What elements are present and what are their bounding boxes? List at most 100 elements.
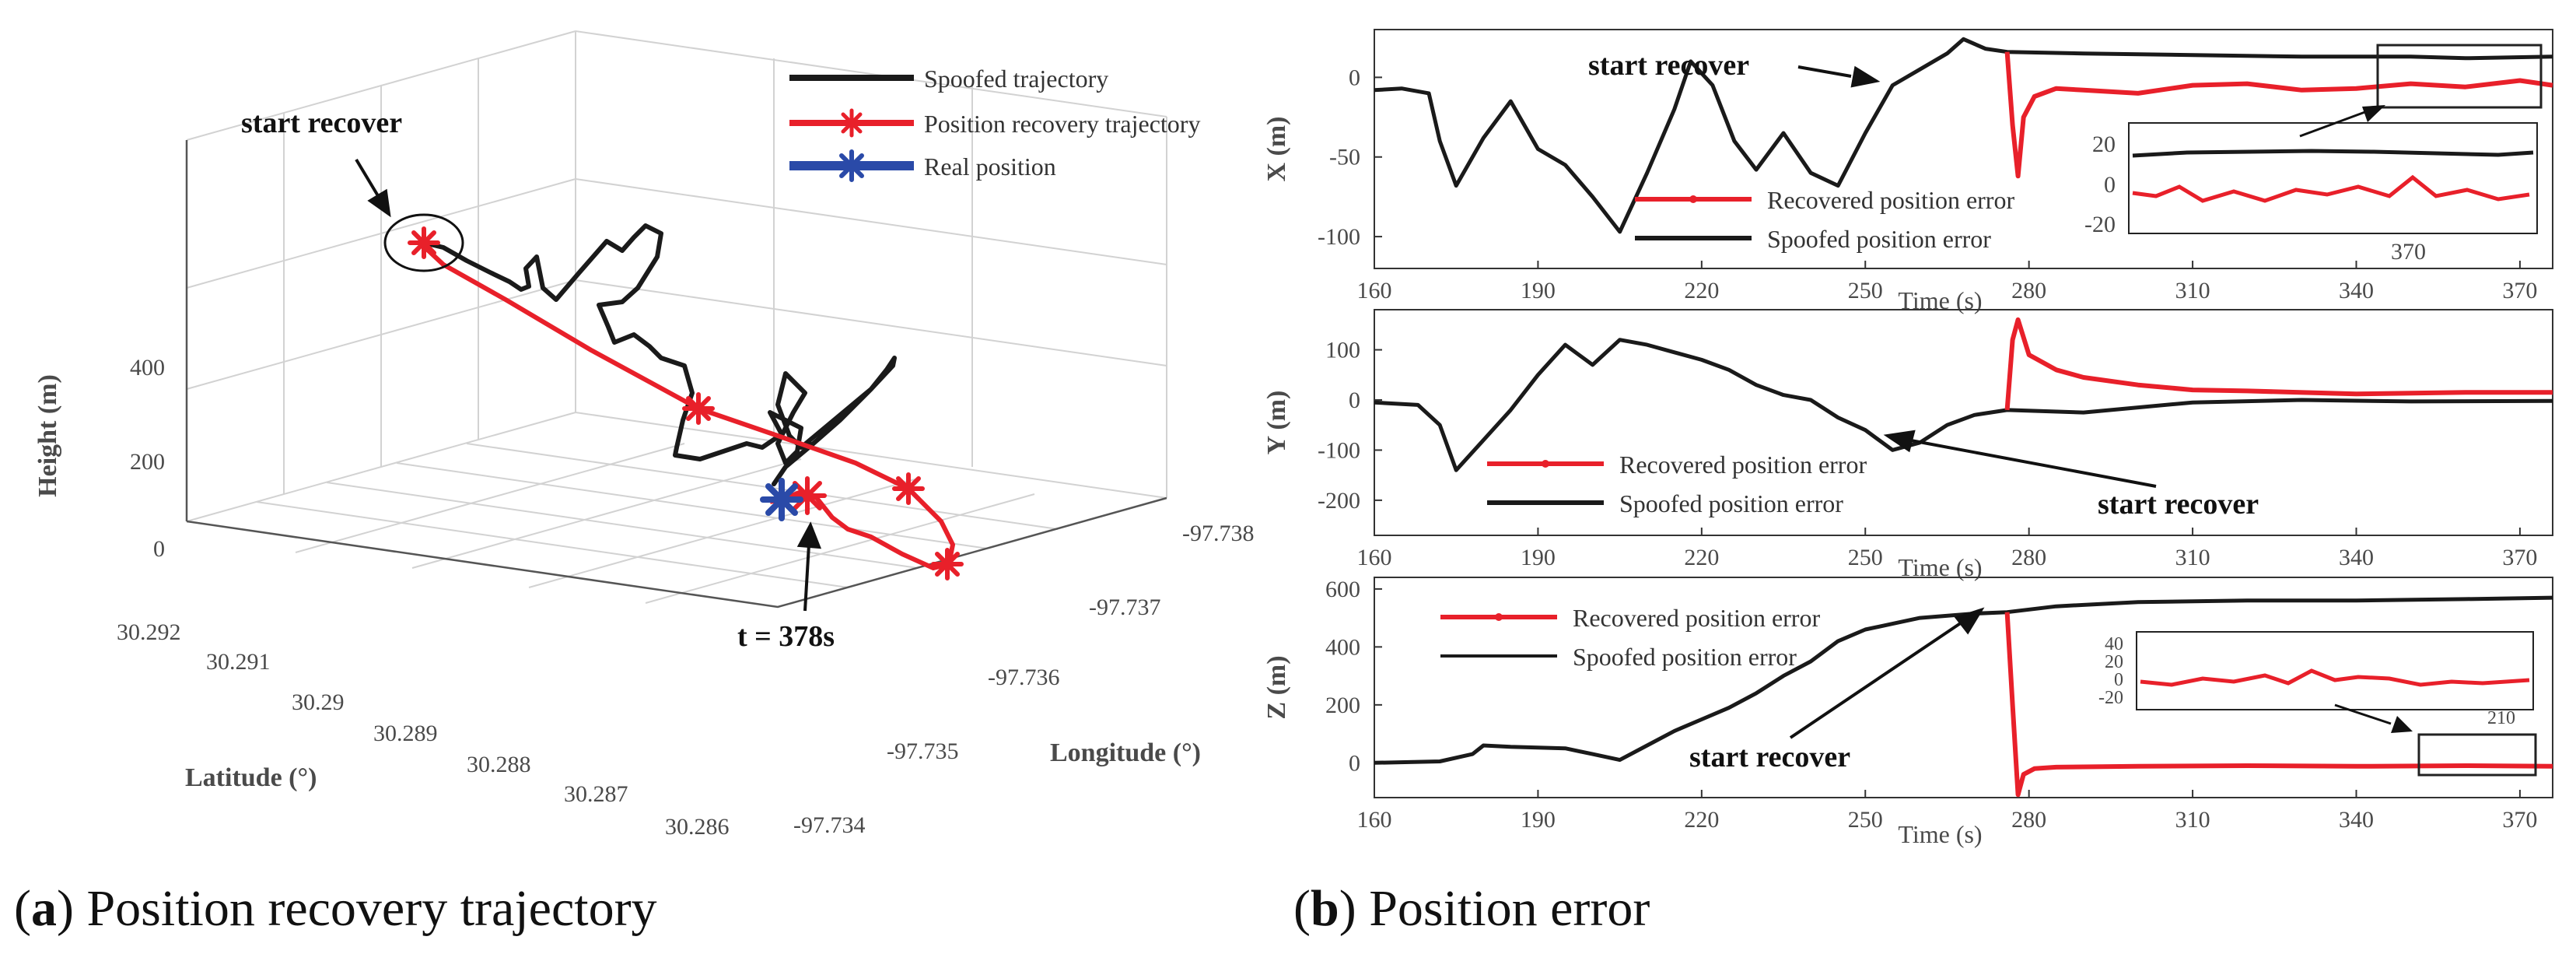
y-legend-recovered: Recovered position error — [1619, 451, 1867, 479]
x-inset: 20 0 -20 370 — [2084, 44, 2543, 265]
y-panel-frame — [1374, 309, 2553, 536]
lat-tick: 30.287 — [564, 781, 628, 807]
chart-a-grid — [186, 30, 1167, 604]
caption-a-text: Position recovery trajectory — [86, 880, 657, 937]
z-inset-xtick: 210 — [2487, 708, 2515, 728]
x-series-recovered — [2004, 51, 2553, 179]
y-start-recover-arrow — [1883, 430, 2157, 488]
z-inset-ytick: 40 — [2105, 634, 2123, 654]
x-xtick: 190 — [1521, 278, 1556, 303]
y-ytick: 100 — [1325, 338, 1360, 363]
y-ytick: -100 — [1318, 437, 1360, 463]
spoofed-trajectory-line — [423, 223, 897, 486]
z-series-recovered — [2004, 612, 2553, 798]
z-ytick: 200 — [1325, 693, 1360, 718]
start-recover-label-a: start recover — [241, 107, 402, 139]
x-xtick: 220 — [1684, 278, 1719, 303]
real-position-marker — [760, 478, 803, 521]
x-series-spoofed — [1374, 37, 2553, 234]
lat-tick: 30.286 — [665, 814, 730, 840]
z-xtick: 280 — [2011, 807, 2046, 833]
z-ytick: 0 — [1349, 750, 1360, 776]
z-xtick: 160 — [1357, 807, 1392, 833]
chart-a-legend: Spoofed trajectory Position recovery tra… — [789, 65, 1200, 182]
caption-a-letter: a — [30, 880, 57, 937]
x-xtick: 310 — [2175, 278, 2210, 303]
x-inset-ytick: -20 — [2084, 212, 2116, 237]
y-series-spoofed — [1374, 338, 2553, 472]
x-inset-ytick: 0 — [2104, 172, 2116, 198]
height-tick: 400 — [130, 355, 165, 381]
z-inset: 40 20 0 -20 210 — [2098, 631, 2537, 777]
x-ytick: -50 — [1329, 145, 1360, 170]
y-xtick: 280 — [2011, 545, 2046, 570]
y-series-recovered — [2004, 317, 2553, 411]
x-xtick: 340 — [2339, 278, 2374, 303]
x-xtick: 160 — [1357, 278, 1392, 303]
x-panel-legend: Recovered position error Spoofed positio… — [1635, 186, 2014, 253]
z-panel-legend: Recovered position error Spoofed positio… — [1440, 604, 1820, 671]
caption-b-text: Position error — [1369, 880, 1650, 937]
y-axis-label: Y (m) — [1262, 391, 1291, 455]
z-panel-frame — [1374, 577, 2553, 798]
chart-a-lon-ticks: -97.738 -97.737 -97.736 -97.735 -97.734 — [793, 521, 1255, 838]
y-xtick: 220 — [1684, 545, 1719, 570]
recovery-markers — [408, 226, 964, 580]
recovery-marker — [682, 392, 715, 425]
lon-tick: -97.737 — [1089, 594, 1161, 620]
x-inset-xtick: 370 — [2391, 239, 2426, 265]
lat-tick: 30.291 — [206, 649, 271, 675]
z-series-spoofed — [1374, 595, 2553, 765]
x-legend-recovered: Recovered position error — [1767, 186, 2014, 214]
z-legend-spoofed: Spoofed position error — [1573, 643, 1797, 671]
x-start-recover-arrow — [1797, 65, 1881, 88]
lat-tick: 30.289 — [373, 721, 438, 746]
x-inset-recovered-line — [2132, 174, 2530, 203]
start-recover-arrow — [355, 158, 391, 218]
z-xtick: 370 — [2502, 807, 2537, 833]
x-start-recover-label: start recover — [1588, 49, 1749, 82]
chart-a-height-ticks: 400 200 0 — [130, 355, 165, 562]
z-ytick: 600 — [1325, 577, 1360, 602]
z-inset-ytick: 0 — [2114, 670, 2123, 690]
t-378s-label: t = 378s — [737, 620, 835, 653]
y-xtick: 310 — [2175, 545, 2210, 570]
x-inset-ytick: 20 — [2092, 132, 2116, 157]
lon-tick: -97.738 — [1182, 521, 1255, 546]
z-xtick: 310 — [2175, 807, 2210, 833]
x-legend-spoofed: Spoofed position error — [1767, 225, 1991, 253]
recovery-trajectory-line — [418, 240, 955, 570]
chart-a-axes — [185, 140, 1167, 609]
y-xtick: 250 — [1848, 545, 1883, 570]
height-axis-label: Height (m) — [33, 374, 62, 497]
z-start-recover-label: start recover — [1689, 741, 1850, 773]
caption-b-letter: b — [1310, 880, 1339, 937]
y-start-recover-label: start recover — [2098, 488, 2259, 521]
x-inset-spoofed-line — [2132, 149, 2534, 158]
y-xtick: 370 — [2502, 545, 2537, 570]
z-start-recover-arrow — [1789, 607, 1985, 739]
lat-tick: 30.288 — [467, 752, 531, 777]
chart-b-panels: 160 190 220 250 280 310 340 370 Time (s) 0 -50 -100… — [1262, 29, 2553, 848]
y-ytick: 0 — [1349, 388, 1360, 413]
lon-tick: -97.735 — [887, 738, 959, 764]
x-xtick: 370 — [2502, 278, 2537, 303]
lat-tick: 30.292 — [117, 619, 181, 645]
y-xtick: 190 — [1521, 545, 1556, 570]
z-xtick: 190 — [1521, 807, 1556, 833]
chart-a-lat-ticks: 30.292 30.291 30.29 30.289 30.288 30.287… — [117, 619, 730, 840]
latitude-axis-label: Latitude (°) — [185, 763, 317, 792]
height-tick: 0 — [153, 536, 165, 562]
height-tick: 200 — [130, 449, 165, 475]
z-inset-ytick: 20 — [2105, 652, 2123, 672]
recovery-marker — [408, 226, 440, 259]
y-xtick: 160 — [1357, 545, 1392, 570]
lon-tick: -97.734 — [793, 812, 866, 838]
z-xtick: 220 — [1684, 807, 1719, 833]
x-xtick: 280 — [2011, 278, 2046, 303]
z-inset-ytick: -20 — [2098, 688, 2123, 708]
x-axis-label: X (m) — [1262, 116, 1291, 181]
longitude-axis-label: Longitude (°) — [1050, 738, 1201, 767]
start-recover-circle — [383, 213, 464, 272]
x-panel-frame — [1374, 29, 2553, 269]
